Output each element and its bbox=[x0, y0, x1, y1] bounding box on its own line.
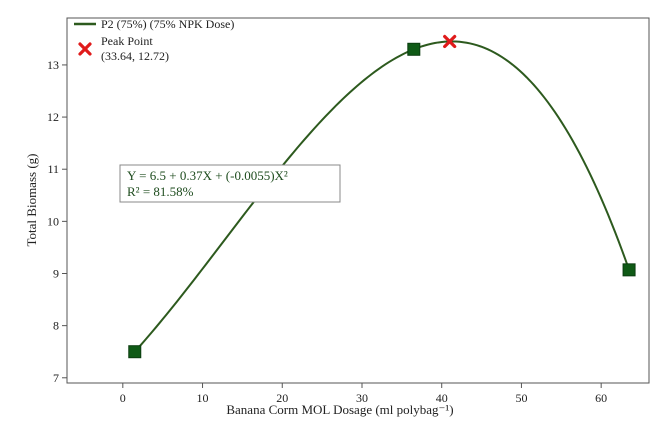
legend-series-label: P2 (75%) (75% NPK Dose) bbox=[101, 17, 234, 31]
x-tick-label: 40 bbox=[436, 391, 448, 405]
x-tick-label: 60 bbox=[595, 391, 607, 405]
x-tick-label: 30 bbox=[356, 391, 368, 405]
data-points bbox=[128, 42, 636, 359]
y-tick-label: 10 bbox=[47, 214, 59, 228]
equation-box: Y = 6.5 + 0.37X + (-0.0055)X² R² = 81.58… bbox=[119, 164, 341, 203]
fit-curve bbox=[134, 40, 631, 353]
legend-peak-label: Peak Point bbox=[101, 34, 153, 48]
y-tick-label: 11 bbox=[47, 162, 59, 176]
y-tick-label: 12 bbox=[47, 110, 59, 124]
y-tick-label: 13 bbox=[47, 58, 59, 72]
data-point bbox=[622, 263, 636, 277]
peak-marker bbox=[443, 34, 457, 49]
x-axis: 0 10 20 30 40 50 60 bbox=[120, 383, 607, 405]
x-tick-label: 10 bbox=[197, 391, 209, 405]
x-tick-label: 20 bbox=[276, 391, 288, 405]
y-axis-title: Total Biomass (g) bbox=[24, 154, 39, 247]
y-axis: 7 8 9 10 11 12 13 bbox=[47, 58, 67, 385]
y-tick-label: 7 bbox=[53, 371, 59, 385]
legend-peak-swatch bbox=[78, 42, 92, 56]
y-tick-label: 9 bbox=[53, 267, 59, 281]
peak-point-marker bbox=[443, 34, 457, 49]
x-axis-title: Banana Corm MOL Dosage (ml polybag⁻¹) bbox=[226, 402, 453, 417]
equation-text: Y = 6.5 + 0.37X + (-0.0055)X² bbox=[127, 168, 288, 183]
data-point bbox=[407, 42, 421, 56]
legend: P2 (75%) (75% NPK Dose) Peak Point (33.6… bbox=[74, 17, 234, 63]
data-point bbox=[128, 345, 142, 359]
y-tick-label: 8 bbox=[53, 319, 59, 333]
equation-box-frame bbox=[119, 164, 341, 203]
x-tick-label: 0 bbox=[120, 391, 126, 405]
r-squared-text: R² = 81.58% bbox=[127, 184, 194, 199]
legend-peak-coords: (33.64, 12.72) bbox=[101, 49, 169, 63]
legend-peak-cross bbox=[78, 42, 92, 56]
x-tick-label: 50 bbox=[515, 391, 527, 405]
